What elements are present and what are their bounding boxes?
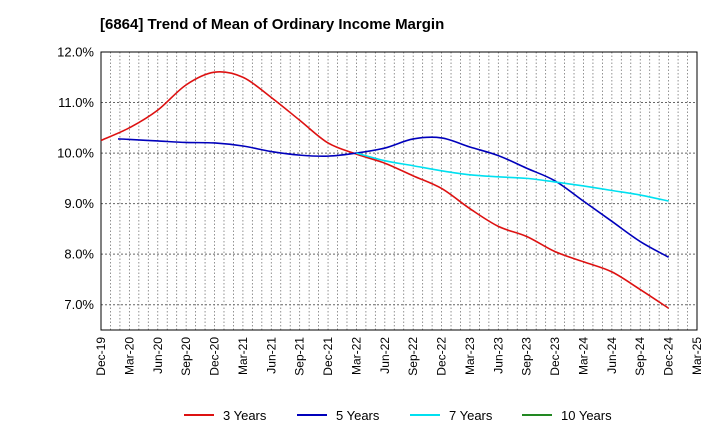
x-tick-label: Sep-23: [520, 337, 534, 376]
y-tick-label: 8.0%: [64, 247, 94, 262]
x-tick-label: Mar-23: [463, 337, 477, 375]
grid-layer: [100, 51, 698, 330]
x-tick-label: Sep-21: [293, 337, 307, 376]
y-tick-label: 7.0%: [64, 297, 94, 312]
x-tick-label: Mar-21: [236, 337, 250, 375]
x-tick-label: Mar-22: [349, 337, 363, 375]
series-line-3-years: [100, 71, 670, 309]
legend-label: 7 Years: [449, 408, 493, 423]
x-tick-label: Mar-20: [122, 337, 136, 375]
y-tick-label: 12.0%: [57, 45, 94, 60]
x-tick-label: Sep-22: [406, 337, 420, 376]
x-tick-label: Dec-22: [435, 337, 449, 376]
x-tick-label: Dec-21: [321, 337, 335, 376]
plot-frame: [100, 51, 698, 331]
y-tick-label: 10.0%: [57, 146, 94, 161]
x-tick-label: Jun-22: [378, 337, 392, 374]
series-line-7-years: [356, 152, 669, 202]
x-tick-label: Mar-25: [690, 337, 704, 375]
x-tick-label: Sep-20: [179, 337, 193, 376]
x-tick-label: Jun-23: [491, 337, 505, 374]
series-line-5-years: [117, 136, 670, 258]
legend-label: 3 Years: [223, 408, 267, 423]
x-tick-label: Sep-24: [633, 337, 647, 376]
x-tick-label: Dec-23: [548, 337, 562, 376]
y-tick-label: 9.0%: [64, 196, 94, 211]
legend-label: 5 Years: [336, 408, 380, 423]
x-tick-label: Dec-20: [208, 337, 222, 376]
x-tick-label: Dec-24: [662, 337, 676, 376]
series-layer: [100, 71, 670, 309]
x-tick-label: Jun-20: [151, 337, 165, 374]
legend-label: 10 Years: [561, 408, 612, 423]
x-tick-label: Jun-24: [605, 337, 619, 374]
legend: 3 Years 5 Years 7 Years 10 Years: [184, 408, 612, 423]
chart-title: [6864] Trend of Mean of Ordinary Income …: [100, 16, 445, 33]
x-tick-label: Mar-24: [576, 337, 590, 375]
x-tick-label: Jun-21: [264, 337, 278, 374]
y-tick-label: 11.0%: [58, 95, 94, 110]
axis-layer: 7.0% 8.0% 9.0% 10.0% 11.0% 12.0% Dec-19 Mar-20 J…: [57, 45, 704, 376]
x-tick-label: Dec-19: [94, 337, 108, 376]
